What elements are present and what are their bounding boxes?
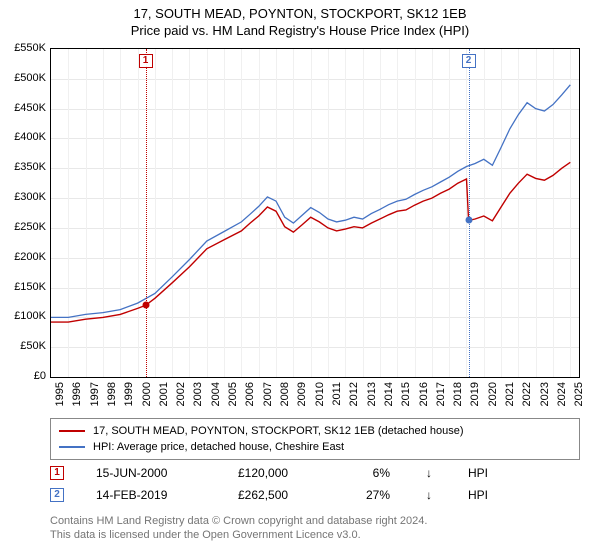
y-axis-label: £500K — [14, 72, 46, 84]
y-axis-label: £450K — [14, 102, 46, 114]
x-axis-label: 2020 — [487, 382, 499, 406]
y-axis-label: £100K — [14, 310, 46, 322]
chart-area: 12 £0£50K£100K£150K£200K£250K£300K£350K£… — [50, 48, 580, 408]
x-axis-label: 2025 — [573, 382, 585, 406]
y-axis-label: £200K — [14, 251, 46, 263]
x-axis-label: 2008 — [279, 382, 291, 406]
sale-marker-vline — [469, 49, 470, 377]
sale-marker-dot — [465, 217, 472, 224]
y-axis-label: £250K — [14, 221, 46, 233]
x-axis-label: 2024 — [556, 382, 568, 406]
y-axis-label: £0 — [34, 370, 46, 382]
chart-subtitle: Price paid vs. HM Land Registry's House … — [0, 23, 600, 38]
x-axis-label: 1997 — [89, 382, 101, 406]
y-axis-label: £350K — [14, 161, 46, 173]
legend: 17, SOUTH MEAD, POYNTON, STOCKPORT, SK12… — [50, 418, 580, 460]
sale-date: 14-FEB-2019 — [96, 488, 206, 502]
x-axis-label: 2004 — [210, 382, 222, 406]
sale-vs-label: HPI — [468, 466, 508, 480]
x-axis-label: 2007 — [262, 382, 274, 406]
down-arrow-icon: ↓ — [422, 488, 436, 502]
sale-marker-box: 2 — [462, 54, 476, 68]
series-line — [51, 162, 570, 322]
sale-marker-box: 1 — [139, 54, 153, 68]
y-axis-label: £50K — [20, 340, 46, 352]
footer-line: This data is licensed under the Open Gov… — [50, 528, 427, 542]
legend-item: HPI: Average price, detached house, Ches… — [59, 439, 571, 455]
sale-marker-icon: 1 — [50, 466, 64, 480]
sale-row: 1 15-JUN-2000 £120,000 6% ↓ HPI — [50, 462, 580, 484]
plot-region: 12 — [50, 48, 580, 378]
y-axis-label: £300K — [14, 191, 46, 203]
sale-rows: 1 15-JUN-2000 £120,000 6% ↓ HPI 2 14-FEB… — [50, 462, 580, 506]
y-axis-label: £550K — [14, 42, 46, 54]
x-axis-label: 2023 — [539, 382, 551, 406]
x-axis-label: 2021 — [504, 382, 516, 406]
y-axis-label: £150K — [14, 281, 46, 293]
sale-pct: 27% — [350, 488, 390, 502]
x-axis-label: 2001 — [158, 382, 170, 406]
x-axis-label: 2017 — [435, 382, 447, 406]
chart-title: 17, SOUTH MEAD, POYNTON, STOCKPORT, SK12… — [0, 6, 600, 21]
sale-marker-icon: 2 — [50, 488, 64, 502]
sale-row: 2 14-FEB-2019 £262,500 27% ↓ HPI — [50, 484, 580, 506]
x-axis-label: 2016 — [418, 382, 430, 406]
x-axis-label: 2012 — [348, 382, 360, 406]
x-axis-label: 2000 — [141, 382, 153, 406]
down-arrow-icon: ↓ — [422, 466, 436, 480]
legend-label: 17, SOUTH MEAD, POYNTON, STOCKPORT, SK12… — [93, 425, 463, 437]
chart-container: 17, SOUTH MEAD, POYNTON, STOCKPORT, SK12… — [0, 0, 600, 560]
series-svg — [51, 49, 579, 377]
x-axis-label: 1995 — [54, 382, 66, 406]
x-axis-label: 2011 — [331, 382, 343, 406]
x-axis-label: 1999 — [123, 382, 135, 406]
sale-pct: 6% — [350, 466, 390, 480]
footer: Contains HM Land Registry data © Crown c… — [50, 514, 427, 543]
sale-price: £262,500 — [238, 488, 318, 502]
x-axis-label: 2003 — [192, 382, 204, 406]
x-axis-label: 2018 — [452, 382, 464, 406]
sale-vs-label: HPI — [468, 488, 508, 502]
x-axis-label: 2010 — [314, 382, 326, 406]
x-axis-label: 2022 — [521, 382, 533, 406]
x-axis-label: 2005 — [227, 382, 239, 406]
x-axis-label: 2009 — [296, 382, 308, 406]
x-axis-label: 2013 — [366, 382, 378, 406]
legend-item: 17, SOUTH MEAD, POYNTON, STOCKPORT, SK12… — [59, 423, 571, 439]
x-axis-label: 1996 — [71, 382, 83, 406]
series-line — [51, 85, 570, 318]
x-axis-label: 2006 — [244, 382, 256, 406]
x-axis-label: 1998 — [106, 382, 118, 406]
legend-swatch — [59, 430, 85, 432]
x-axis-label: 2002 — [175, 382, 187, 406]
sale-date: 15-JUN-2000 — [96, 466, 206, 480]
footer-line: Contains HM Land Registry data © Crown c… — [50, 514, 427, 528]
legend-label: HPI: Average price, detached house, Ches… — [93, 441, 344, 453]
x-axis-label: 2015 — [400, 382, 412, 406]
legend-swatch — [59, 446, 85, 448]
y-axis-label: £400K — [14, 131, 46, 143]
x-axis-label: 2019 — [469, 382, 481, 406]
sale-marker-dot — [142, 302, 149, 309]
sale-price: £120,000 — [238, 466, 318, 480]
x-axis-label: 2014 — [383, 382, 395, 406]
sale-marker-vline — [146, 49, 147, 377]
title-block: 17, SOUTH MEAD, POYNTON, STOCKPORT, SK12… — [0, 0, 600, 42]
